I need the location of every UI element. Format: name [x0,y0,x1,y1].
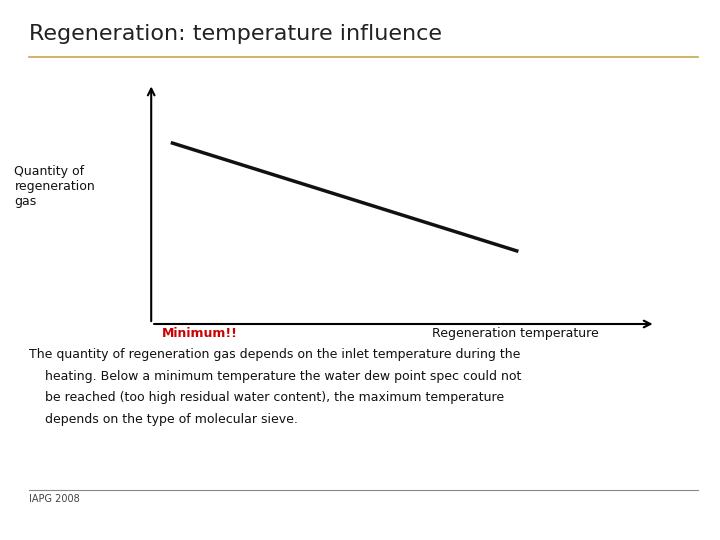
Text: heating. Below a minimum temperature the water dew point spec could not: heating. Below a minimum temperature the… [29,370,521,383]
Text: be reached (too high residual water content), the maximum temperature: be reached (too high residual water cont… [29,392,504,404]
Text: The quantity of regeneration gas depends on the inlet temperature during the: The quantity of regeneration gas depends… [29,348,520,361]
Text: Quantity of
regeneration
gas: Quantity of regeneration gas [14,165,95,208]
Text: Regeneration temperature: Regeneration temperature [432,327,599,340]
Text: depends on the type of molecular sieve.: depends on the type of molecular sieve. [29,413,297,426]
Text: Regeneration: temperature influence: Regeneration: temperature influence [29,24,442,44]
Text: Minimum!!: Minimum!! [162,327,238,340]
Text: IAPG 2008: IAPG 2008 [29,494,79,504]
